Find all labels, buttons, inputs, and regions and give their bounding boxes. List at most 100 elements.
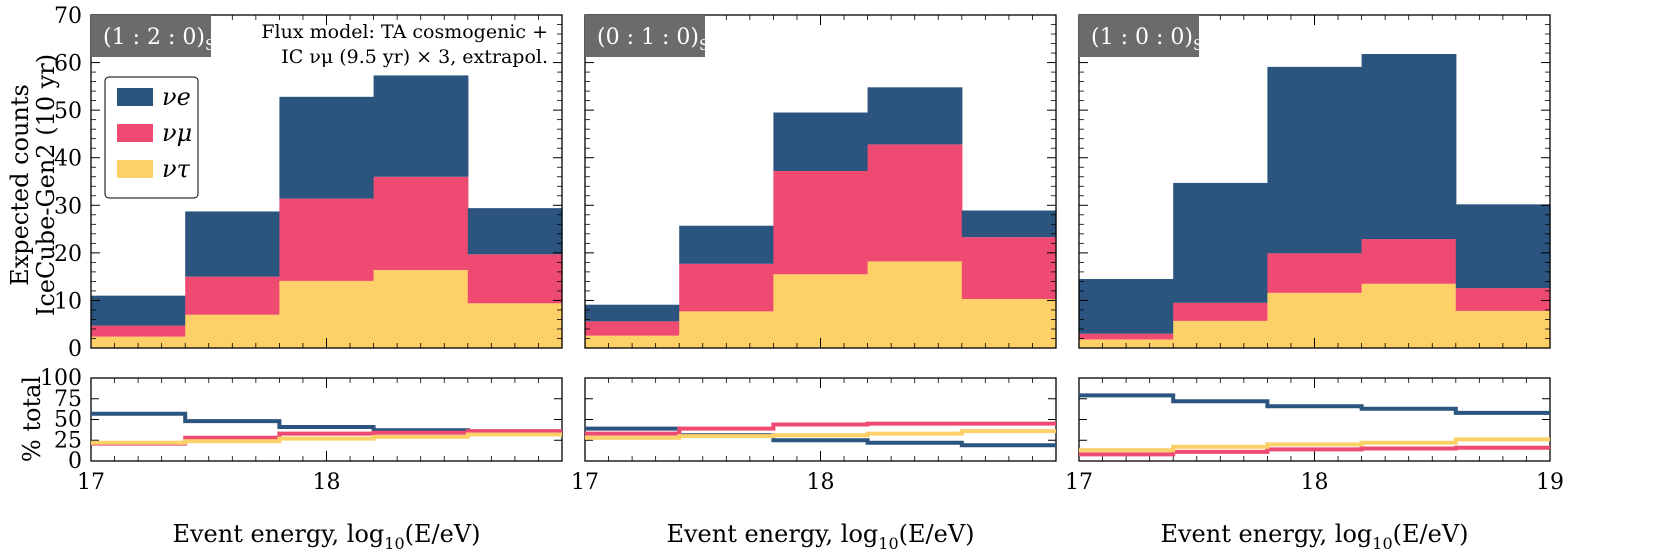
legend-label-nu_e: νe: [162, 83, 191, 111]
x-tick-label: 19: [1536, 470, 1564, 495]
badge-background: [91, 15, 211, 57]
bar-nu_mu-bin-3: [1267, 253, 1363, 293]
bar-nu_e-bin-4: [1361, 54, 1457, 240]
bar-nu_mu-bin-1: [585, 321, 680, 336]
badge-subscript: S: [1193, 36, 1203, 54]
bar-nu_tau-bin-5: [1455, 310, 1551, 348]
percent-line-nu_tau: [1079, 437, 1550, 453]
x-tick-label: 18: [313, 470, 341, 495]
y-tick-label-top: 10: [54, 289, 82, 314]
percent-line-nu_tau: [585, 429, 1056, 440]
x-tick-label: 17: [1065, 470, 1093, 495]
y-tick-label-bottom: 75: [54, 387, 82, 412]
bar-nu_tau-bin-4: [1361, 283, 1457, 348]
x-axis-label-suffix: (E/eV): [405, 520, 481, 548]
bar-nu_tau-bin-3: [279, 280, 375, 348]
badge-subscript: S: [699, 36, 709, 54]
x-axis-label-sub: 10: [384, 534, 404, 553]
bar-nu_mu-bin-4: [867, 144, 963, 262]
legend-label-nu_mu: νμ: [162, 119, 192, 147]
badge-background: [585, 15, 705, 57]
x-axis-label: Event energy, log10(E/eV): [172, 520, 480, 553]
legend-swatch-nu_mu: [117, 124, 153, 142]
x-axis-label: Event energy, log10(E/eV): [1160, 520, 1468, 553]
y-tick-label-bottom: 0: [68, 449, 82, 474]
y-tick-label-top: 40: [54, 147, 82, 172]
bar-nu_mu-bin-4: [1361, 239, 1457, 284]
panel-2: 17 18 (0 : 1 : 0)S Event energy, log10(E/eV…: [571, 14, 1057, 553]
annotation-line1: Flux model: TA cosmogenic +: [261, 21, 548, 43]
bar-nu_mu-bin-1: [1079, 333, 1174, 340]
badge-label: (1 : 2 : 0)S: [103, 25, 215, 54]
percent-line-nu_e: [1079, 393, 1550, 415]
bar-nu_mu-bin-2: [185, 276, 280, 315]
panel-3: 17 18 19 (1 : 0 : 0)S Event energy, log10(E/…: [1065, 14, 1564, 553]
bar-nu_e-bin-1: [91, 295, 186, 326]
y-tick-label-bottom: 100: [40, 366, 82, 391]
y-tick-label-top: 0: [68, 337, 82, 362]
percent-line-nu_mu: [1079, 445, 1550, 457]
bottom-plot-frame: [90, 377, 563, 462]
x-tick-label: 17: [77, 470, 105, 495]
y-tick-label-top: 70: [54, 4, 82, 29]
bar-nu_e-bin-3: [279, 96, 375, 199]
percent-line-nu_mu: [585, 421, 1056, 436]
bar-nu_e-bin-1: [1079, 279, 1174, 334]
bar-nu_e-bin-4: [373, 75, 469, 177]
flavor-ratio-badge: (1 : 2 : 0)S: [91, 15, 215, 57]
bar-nu_tau-bin-4: [867, 261, 963, 348]
bar-nu_mu-bin-5: [467, 254, 563, 304]
bar-nu_mu-bin-5: [961, 237, 1057, 300]
y-axis-label-line1: Expected counts: [6, 84, 34, 286]
bar-nu_tau-bin-3: [773, 274, 869, 348]
badge-background: [1079, 15, 1199, 57]
bar-nu_e-bin-5: [467, 208, 563, 255]
bar-nu_e-bin-2: [679, 225, 774, 264]
bar-nu_mu-bin-4: [373, 176, 469, 270]
legend-label-nu_tau: ντ: [162, 155, 191, 183]
badge-label: (0 : 1 : 0)S: [597, 25, 709, 54]
bar-nu_e-bin-1: [585, 304, 680, 322]
annotation-line2: IC νμ (9.5 yr) × 3, extrapol.: [281, 46, 548, 68]
bar-nu_e-bin-3: [1267, 66, 1363, 254]
x-axis-label-prefix: Event energy, log: [1160, 520, 1372, 548]
bar-nu_mu-bin-2: [1173, 302, 1268, 321]
x-axis-label-suffix: (E/eV): [1393, 520, 1469, 548]
bar-nu_e-bin-2: [1173, 182, 1268, 303]
percent-line-nu_tau: [91, 432, 562, 445]
bar-nu_mu-bin-2: [679, 263, 774, 312]
bar-nu_mu-bin-3: [773, 171, 869, 275]
bar-nu_mu-bin-5: [1455, 288, 1551, 311]
flavor-ratio-badge: (1 : 0 : 0)S: [1079, 15, 1203, 57]
x-tick-label: 17: [571, 470, 599, 495]
y-tick-label-bottom: 25: [54, 428, 82, 453]
x-axis-label-prefix: Event energy, log: [666, 520, 878, 548]
y-tick-label-top: 50: [54, 99, 82, 124]
badge-ratio: (1 : 2 : 0): [103, 25, 205, 50]
y-axis-label-line2: IceCube-Gen2 (10 yr): [32, 54, 60, 316]
bottom-plot-frame: [584, 377, 1057, 462]
legend-swatch-nu_e: [117, 88, 153, 106]
flux-model-annotation: Flux model: TA cosmogenic + IC νμ (9.5 yr…: [261, 21, 548, 68]
legend: νe νμ ντ: [104, 76, 199, 199]
bar-nu_tau-bin-4: [373, 269, 469, 348]
x-tick-label: 18: [807, 470, 835, 495]
y-tick-label-top: 60: [54, 52, 82, 77]
badge-subscript: S: [205, 36, 215, 54]
badge-ratio: (1 : 0 : 0): [1091, 25, 1193, 50]
y-tick-label-bottom: 50: [54, 408, 82, 433]
bar-nu_e-bin-2: [185, 211, 280, 277]
bar-nu_tau-bin-1: [91, 336, 186, 348]
flavor-ratio-badge: (0 : 1 : 0)S: [585, 15, 709, 57]
bar-nu_tau-bin-2: [679, 311, 774, 348]
x-axis-label-sub: 10: [1372, 534, 1392, 553]
x-axis-label: Event energy, log10(E/eV): [666, 520, 974, 553]
x-tick-label: 18: [1301, 470, 1329, 495]
bar-nu_e-bin-5: [961, 210, 1057, 238]
x-axis-label-sub: 10: [878, 534, 898, 553]
bar-nu_mu-bin-3: [279, 198, 375, 281]
bar-nu_e-bin-5: [1455, 204, 1551, 289]
bar-nu_e-bin-3: [773, 112, 869, 172]
